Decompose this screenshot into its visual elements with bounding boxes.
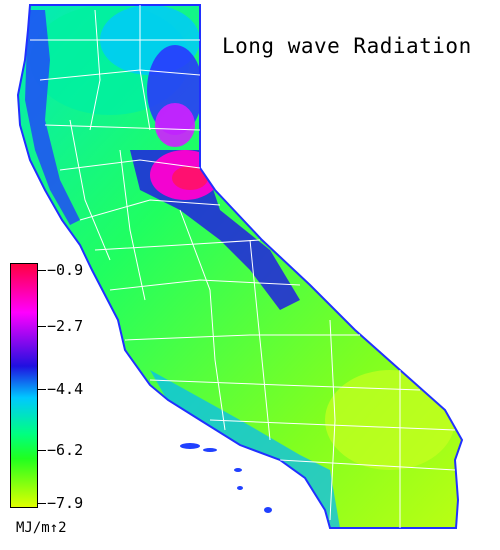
map-title: Long wave Radiation: [222, 34, 472, 58]
legend-tick: [38, 503, 46, 504]
legend-tick: [38, 450, 46, 451]
legend-tick-label: −7.9: [47, 494, 84, 512]
legend-units: MJ/m↑2: [16, 520, 67, 536]
legend-tick-label: −2.7: [47, 317, 84, 335]
legend-tick-label: −4.4: [47, 380, 84, 398]
legend-tick: [38, 389, 46, 390]
county-boundaries: [30, 5, 456, 528]
islands: [180, 443, 272, 513]
legend-tick-label: −6.2: [47, 441, 84, 459]
state-outline: [16, 4, 464, 529]
legend-tick-label: −0.9: [47, 261, 84, 279]
legend-tick: [38, 270, 46, 271]
legend-tick: [38, 326, 46, 327]
color-legend-bar: [10, 263, 38, 508]
